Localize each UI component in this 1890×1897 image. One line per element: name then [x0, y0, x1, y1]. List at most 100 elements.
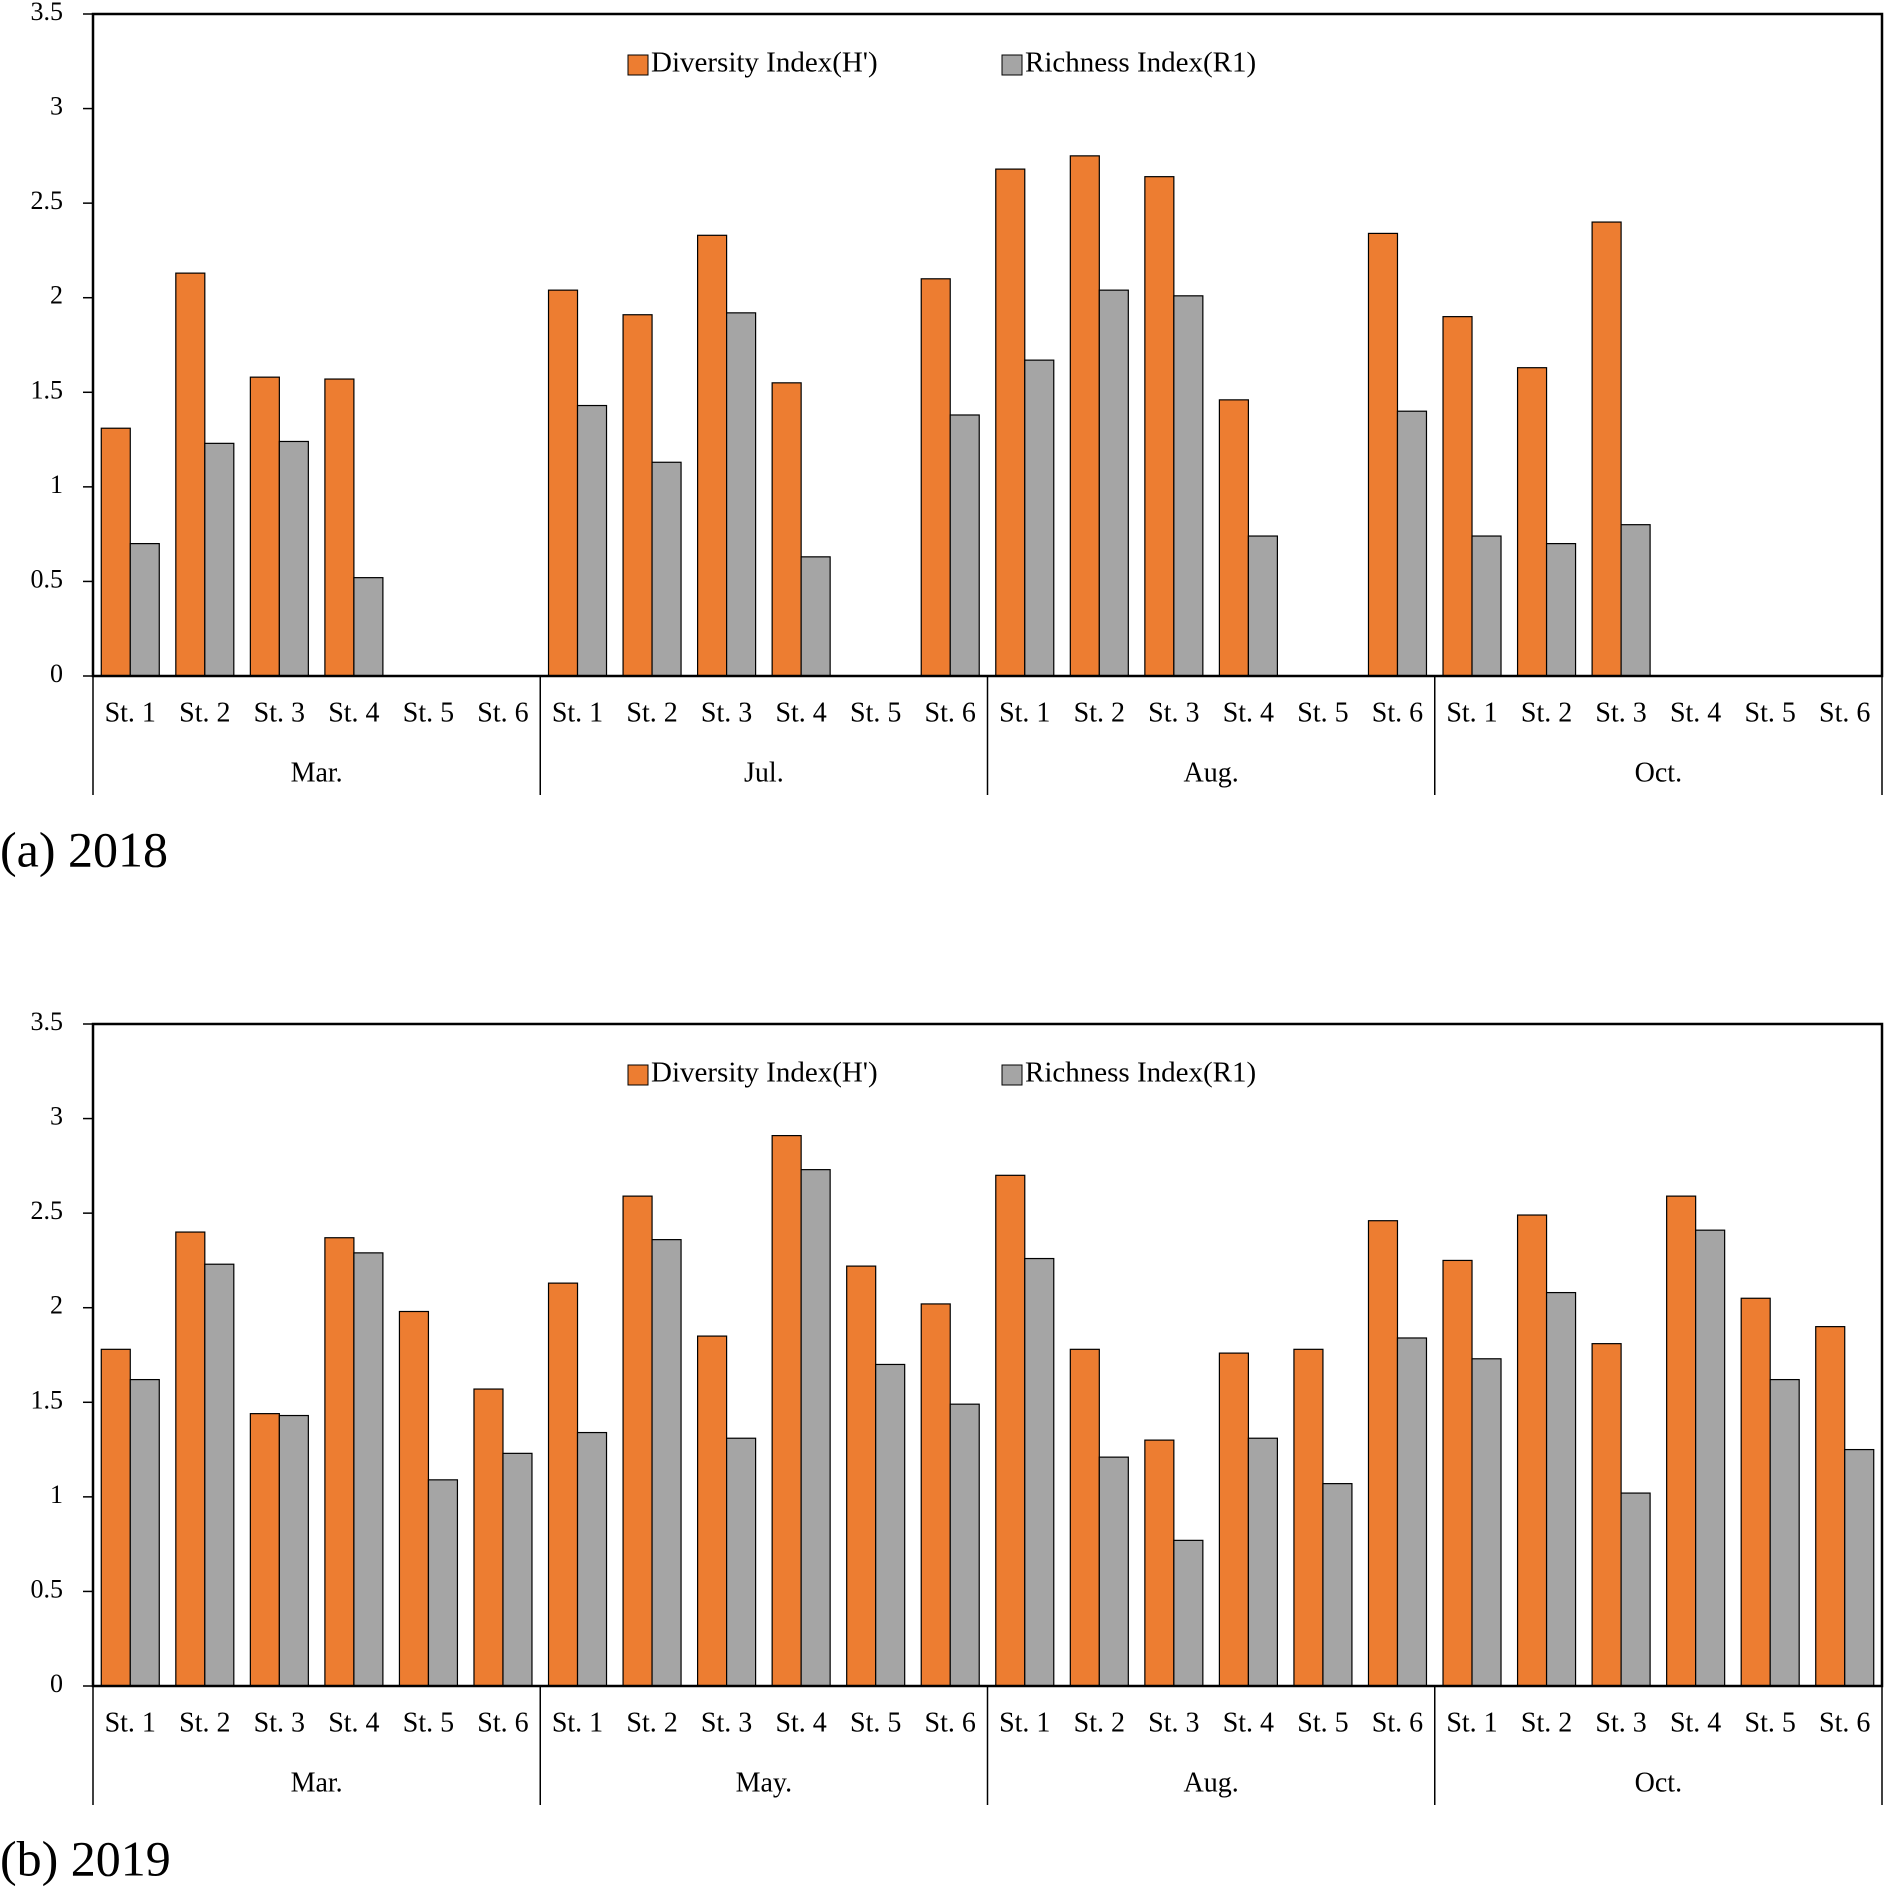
group-label: Mar. [291, 757, 343, 788]
y-tick-label: 3 [50, 1102, 63, 1131]
x-tick-label: St. 6 [925, 1707, 976, 1738]
x-tick-label: St. 2 [1074, 1707, 1125, 1738]
bar [1367, 232, 1399, 677]
y-tick-label: 3 [50, 92, 63, 121]
legend-swatch [1001, 54, 1023, 76]
bar [1591, 221, 1622, 677]
bar [175, 1231, 206, 1687]
y-tick-label: 2 [50, 1291, 63, 1320]
x-tick-label: St. 5 [403, 1707, 454, 1738]
group-label: Oct. [1635, 1767, 1682, 1798]
x-tick-label: St. 3 [701, 697, 752, 728]
x-tick-label: St. 6 [477, 1707, 528, 1738]
x-tick-label: St. 3 [701, 1707, 752, 1738]
y-tick-label: 0 [50, 659, 63, 688]
group-label: Aug. [1184, 757, 1239, 788]
bar [1367, 1220, 1399, 1687]
x-tick-label: St. 6 [1819, 1707, 1870, 1738]
legend-label: Richness Index(R1) [1025, 47, 1256, 79]
legend-swatch [627, 1064, 649, 1086]
bar [697, 1335, 728, 1687]
bar [576, 1431, 608, 1687]
bar [353, 1252, 384, 1687]
x-tick-label: St. 2 [179, 697, 230, 728]
legend-label: Diversity Index(H') [651, 1057, 878, 1089]
x-tick-label: St. 5 [403, 697, 454, 728]
x-tick-label: St. 3 [254, 1707, 305, 1738]
bar [1098, 289, 1129, 677]
bar [1666, 1195, 1697, 1687]
legend-swatch [1001, 1064, 1023, 1086]
x-tick-label: St. 3 [254, 697, 305, 728]
y-tick-label: 1 [50, 470, 63, 499]
bar [473, 1388, 504, 1687]
x-tick-label: St. 6 [1372, 697, 1423, 728]
bar [1247, 1437, 1278, 1687]
bar [278, 440, 309, 677]
x-tick-label: St. 3 [1595, 697, 1646, 728]
x-tick-label: St. 1 [1446, 1707, 1497, 1738]
x-tick-label: St. 4 [775, 1707, 826, 1738]
x-tick-label: St. 6 [1372, 1707, 1423, 1738]
bar [1024, 1257, 1055, 1687]
bar [1620, 524, 1651, 677]
bar [204, 442, 235, 677]
bar [1695, 1229, 1726, 1687]
bar [1322, 1483, 1353, 1687]
bar [1620, 1492, 1651, 1687]
legend-label: Diversity Index(H') [651, 47, 878, 79]
bar [324, 378, 355, 677]
bar [1098, 1456, 1129, 1687]
group-label: May. [736, 1767, 793, 1798]
group-label: Aug. [1184, 1767, 1239, 1798]
x-tick-label: St. 5 [850, 697, 901, 728]
y-tick-label: 1.5 [31, 1385, 64, 1414]
bar [800, 1169, 831, 1687]
y-tick-label: 2.5 [31, 1196, 64, 1225]
x-tick-label: St. 4 [1223, 1707, 1274, 1738]
bar [1069, 1348, 1100, 1687]
bar [771, 382, 802, 677]
bar [1516, 367, 1548, 677]
y-tick-label: 0 [50, 1669, 63, 1698]
x-tick-label: St. 3 [1595, 1707, 1646, 1738]
bar [800, 556, 831, 677]
x-tick-label: St. 6 [477, 697, 528, 728]
x-tick-label: St. 2 [626, 1707, 677, 1738]
bar [1024, 359, 1055, 677]
bar [920, 1303, 951, 1687]
bar [920, 278, 951, 677]
bar [129, 542, 160, 677]
x-tick-label: St. 1 [999, 697, 1050, 728]
bar [100, 427, 131, 677]
bar [1144, 1439, 1175, 1687]
x-tick-label: St. 4 [1670, 697, 1721, 728]
bar [875, 1363, 906, 1687]
x-tick-label: St. 1 [105, 1707, 156, 1738]
x-tick-label: St. 1 [999, 1707, 1050, 1738]
bar [204, 1263, 235, 1687]
x-tick-label: St. 2 [626, 697, 677, 728]
bar [1591, 1343, 1622, 1687]
y-tick-label: 2.5 [31, 186, 64, 215]
bar [1218, 1352, 1249, 1687]
x-tick-label: St. 3 [1148, 1707, 1199, 1738]
x-tick-label: St. 1 [552, 1707, 603, 1738]
group-label: Mar. [291, 1767, 343, 1798]
bar [1069, 155, 1100, 677]
x-tick-label: St. 6 [925, 697, 976, 728]
bar [1247, 535, 1278, 677]
bar [576, 404, 608, 677]
legend-label: Richness Index(R1) [1025, 1057, 1256, 1089]
x-tick-label: St. 3 [1148, 697, 1199, 728]
bar [278, 1414, 309, 1687]
bar [249, 376, 280, 677]
x-tick-label: St. 1 [105, 697, 156, 728]
caption: (b) 2019 [0, 1830, 171, 1886]
bar [771, 1134, 802, 1687]
bar [622, 1195, 653, 1687]
bar [1769, 1378, 1800, 1687]
bar [622, 314, 653, 677]
x-tick-label: St. 1 [552, 697, 603, 728]
bar [697, 234, 728, 677]
